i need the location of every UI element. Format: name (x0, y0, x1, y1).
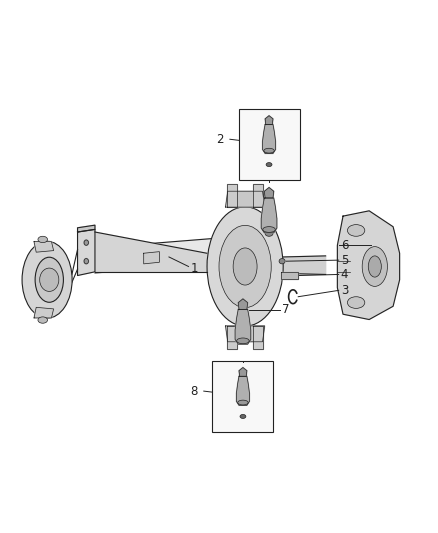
Polygon shape (253, 326, 263, 349)
Polygon shape (95, 261, 228, 273)
Polygon shape (144, 252, 159, 264)
Polygon shape (262, 124, 276, 154)
Text: 1: 1 (191, 262, 198, 274)
Ellipse shape (347, 224, 365, 236)
Polygon shape (34, 308, 53, 318)
Ellipse shape (219, 225, 271, 308)
Text: 8: 8 (190, 385, 197, 398)
Polygon shape (283, 256, 325, 274)
Text: 2: 2 (216, 133, 223, 146)
Polygon shape (265, 116, 273, 124)
Polygon shape (237, 376, 250, 405)
Ellipse shape (207, 207, 283, 326)
Ellipse shape (347, 297, 365, 309)
Bar (239, 109, 300, 180)
Polygon shape (226, 191, 265, 207)
Text: 7: 7 (282, 303, 290, 317)
Polygon shape (78, 225, 95, 232)
Circle shape (84, 259, 88, 264)
Ellipse shape (265, 231, 273, 236)
Ellipse shape (237, 338, 249, 344)
Ellipse shape (279, 259, 285, 264)
Ellipse shape (239, 308, 247, 313)
Text: 6: 6 (341, 239, 348, 252)
Polygon shape (235, 309, 251, 344)
Polygon shape (238, 299, 247, 309)
Ellipse shape (240, 415, 246, 418)
Ellipse shape (38, 236, 47, 243)
Polygon shape (226, 326, 265, 342)
Polygon shape (227, 184, 237, 207)
Ellipse shape (233, 248, 257, 285)
Polygon shape (95, 237, 228, 269)
Ellipse shape (22, 241, 72, 318)
Polygon shape (239, 368, 247, 376)
Polygon shape (34, 241, 53, 252)
Bar (212, 361, 273, 432)
Ellipse shape (362, 247, 388, 286)
Text: 4: 4 (341, 268, 348, 281)
Polygon shape (265, 188, 274, 198)
Text: 3: 3 (341, 284, 348, 297)
Polygon shape (95, 232, 207, 272)
Circle shape (84, 240, 88, 245)
Polygon shape (281, 272, 298, 279)
Ellipse shape (35, 257, 64, 302)
Ellipse shape (263, 227, 276, 232)
Ellipse shape (264, 148, 274, 153)
Ellipse shape (238, 400, 248, 405)
Polygon shape (261, 198, 277, 233)
Polygon shape (78, 229, 95, 276)
Polygon shape (337, 211, 399, 319)
Polygon shape (253, 184, 263, 207)
Ellipse shape (368, 256, 381, 277)
Text: 5: 5 (341, 254, 348, 266)
Circle shape (40, 268, 59, 292)
Ellipse shape (266, 163, 272, 167)
Ellipse shape (38, 317, 47, 323)
Polygon shape (227, 326, 237, 349)
